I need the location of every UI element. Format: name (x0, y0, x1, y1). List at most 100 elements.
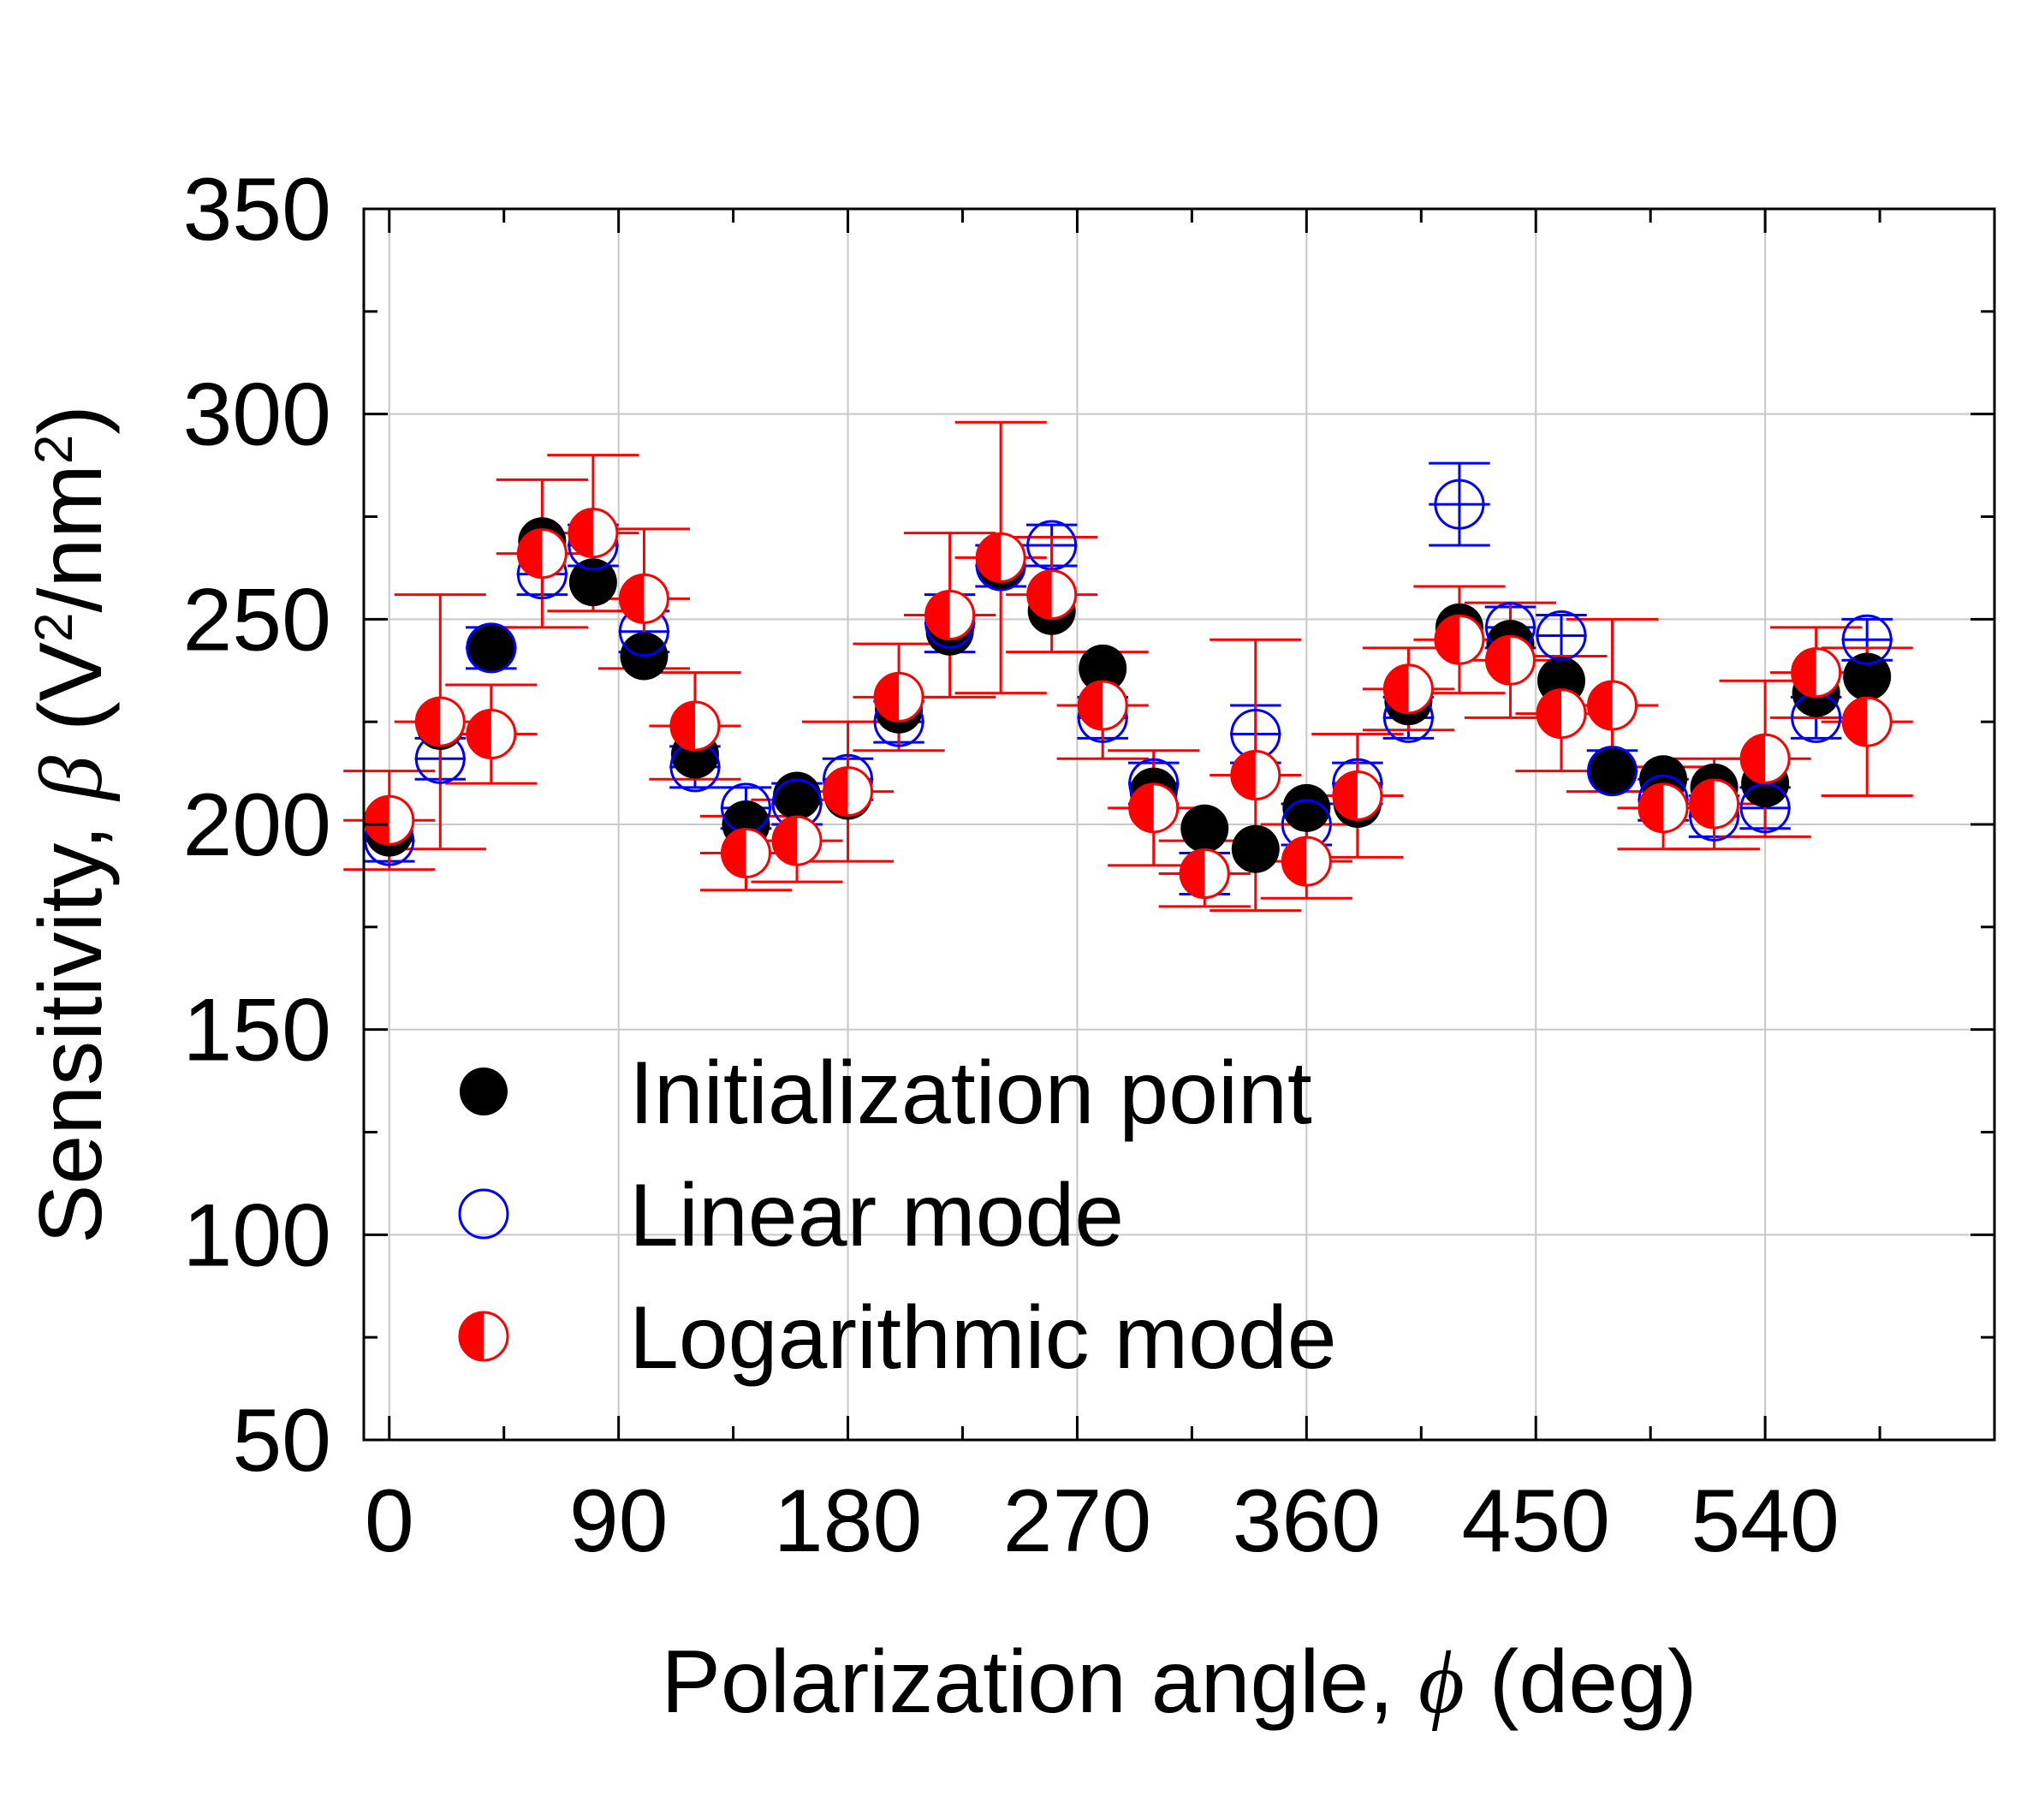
legend-linear-label: Linear mode (629, 1166, 1124, 1265)
initialization-point-marker (1180, 804, 1229, 853)
x-axis-label-symbol: ϕ (1418, 1633, 1465, 1732)
logarithmic-mode-error-bar (496, 478, 588, 629)
x-axis-label: Polarization angle, ϕ (deg) (661, 1633, 1697, 1732)
logarithmic-mode-marker (1077, 680, 1128, 731)
logarithmic-mode-marker (1841, 696, 1893, 747)
linear-mode-marker (1841, 614, 1893, 665)
half-marker-fill (1129, 783, 1154, 832)
axis-ticks (364, 207, 1994, 1442)
half-marker-fill (1792, 648, 1816, 697)
logarithmic-mode-marker (1638, 782, 1689, 834)
x-tick-label: 270 (1003, 1472, 1152, 1571)
x-tick-label: 90 (569, 1472, 669, 1571)
y-tick-label: 150 (182, 981, 331, 1080)
y-tick-label: 100 (182, 1186, 331, 1285)
y-axis-label: Sensitivity, β (V2/nm2) (21, 405, 121, 1244)
half-marker-fill (1741, 735, 1766, 783)
half-marker-fill (722, 829, 746, 877)
half-marker-fill (1639, 783, 1664, 832)
half-marker-fill (823, 767, 848, 816)
logarithmic-mode-marker (1332, 770, 1383, 821)
half-marker-fill (1079, 681, 1103, 729)
half-marker-fill (460, 1312, 484, 1360)
x-tick-label: 0 (365, 1472, 414, 1571)
legend-filled-circle-icon (460, 1068, 508, 1115)
y-axis-label-sup-1: 2 (25, 613, 84, 642)
y-tick-label: 200 (182, 776, 331, 875)
y-axis-label-sup-2: 2 (25, 435, 84, 464)
linear-mode-marker (466, 622, 517, 674)
logarithmic-mode-marker (1536, 688, 1587, 740)
logarithmic-mode-marker (1026, 569, 1078, 621)
half-marker-fill (977, 533, 1002, 582)
logarithmic-mode-marker (1179, 848, 1230, 900)
half-marker-fill (1690, 780, 1715, 829)
initialization-point-marker (568, 558, 617, 607)
logarithmic-mode-marker (1739, 733, 1791, 784)
y-axis-label-text: Sensitivity, (21, 800, 121, 1244)
half-marker-fill (1588, 681, 1613, 729)
half-marker-fill (1231, 751, 1256, 800)
y-tick-label: 250 (182, 570, 331, 669)
y-tick-label: 300 (182, 366, 331, 465)
logarithmic-mode-marker (1281, 836, 1332, 887)
logarithmic-mode-marker (720, 828, 771, 879)
legend-open-circle-icon (458, 1188, 509, 1240)
initialization-point-marker (1843, 652, 1892, 701)
logarithmic-mode-marker (669, 700, 721, 752)
logarithmic-mode-marker (1791, 647, 1842, 699)
linear-mode-marker (1434, 479, 1485, 530)
legend: Initialization point Linear mode Logarithm… (458, 1044, 1337, 1388)
logarithmic-mode-marker (1230, 749, 1281, 800)
x-tick-label: 360 (1233, 1472, 1382, 1571)
error-bars (343, 420, 1913, 913)
y-tick-label: 350 (182, 160, 331, 259)
half-marker-fill (925, 591, 950, 639)
half-marker-fill (365, 796, 389, 845)
legend-initialization-label: Initialization point (629, 1044, 1312, 1143)
logarithmic-mode-marker (823, 766, 874, 818)
half-marker-fill (773, 817, 798, 865)
linear-mode-marker (1536, 610, 1587, 662)
half-marker-fill (1027, 570, 1052, 619)
half-marker-fill (1486, 636, 1511, 685)
logarithmic-mode-marker (771, 815, 823, 866)
logarithmic-mode-marker (1587, 680, 1638, 731)
logarithmic-mode-marker (414, 696, 466, 747)
data-markers (364, 479, 1893, 900)
logarithmic-mode-marker (1382, 663, 1434, 715)
half-marker-fill (1180, 849, 1205, 898)
x-tick-label: 180 (774, 1472, 923, 1571)
half-marker-fill (875, 673, 900, 722)
x-axis-label-unit: (deg) (1465, 1633, 1697, 1732)
half-marker-fill (620, 574, 645, 623)
logarithmic-mode-marker (364, 794, 415, 846)
initialization-point-marker (1231, 824, 1280, 873)
legend-logarithmic-label: Logarithmic mode (629, 1288, 1337, 1388)
half-marker-fill (1537, 689, 1561, 738)
logarithmic-mode-marker (1434, 614, 1485, 665)
logarithmic-mode-marker (1484, 634, 1536, 686)
x-tick-label: 450 (1461, 1472, 1610, 1571)
x-axis-label-text: Polarization angle, (661, 1633, 1418, 1732)
half-marker-fill (518, 529, 543, 578)
y-axis-label-unit-c: ) (21, 405, 121, 435)
y-tick-label: 50 (232, 1391, 331, 1490)
logarithmic-mode-marker (466, 709, 517, 760)
logarithmic-mode-marker (1128, 782, 1180, 834)
logarithmic-mode-marker (873, 671, 924, 723)
initialization-point-marker (1079, 644, 1127, 693)
half-marker-fill (1282, 837, 1307, 886)
half-marker-fill (416, 698, 441, 746)
initialization-point-marker (467, 623, 515, 672)
half-marker-fill (1384, 664, 1409, 713)
half-marker-fill (670, 701, 695, 750)
linear-mode-marker (1739, 782, 1791, 834)
logarithmic-mode-marker (516, 528, 568, 580)
logarithmic-mode-marker (618, 573, 669, 624)
x-tick-label: 540 (1691, 1472, 1840, 1571)
tick-labels: 0 90 180 270 360 450 540 50 100 150 200 250 300 350 (182, 160, 1839, 1571)
logarithmic-mode-marker (1689, 778, 1740, 830)
logarithmic-mode-marker (924, 590, 976, 641)
